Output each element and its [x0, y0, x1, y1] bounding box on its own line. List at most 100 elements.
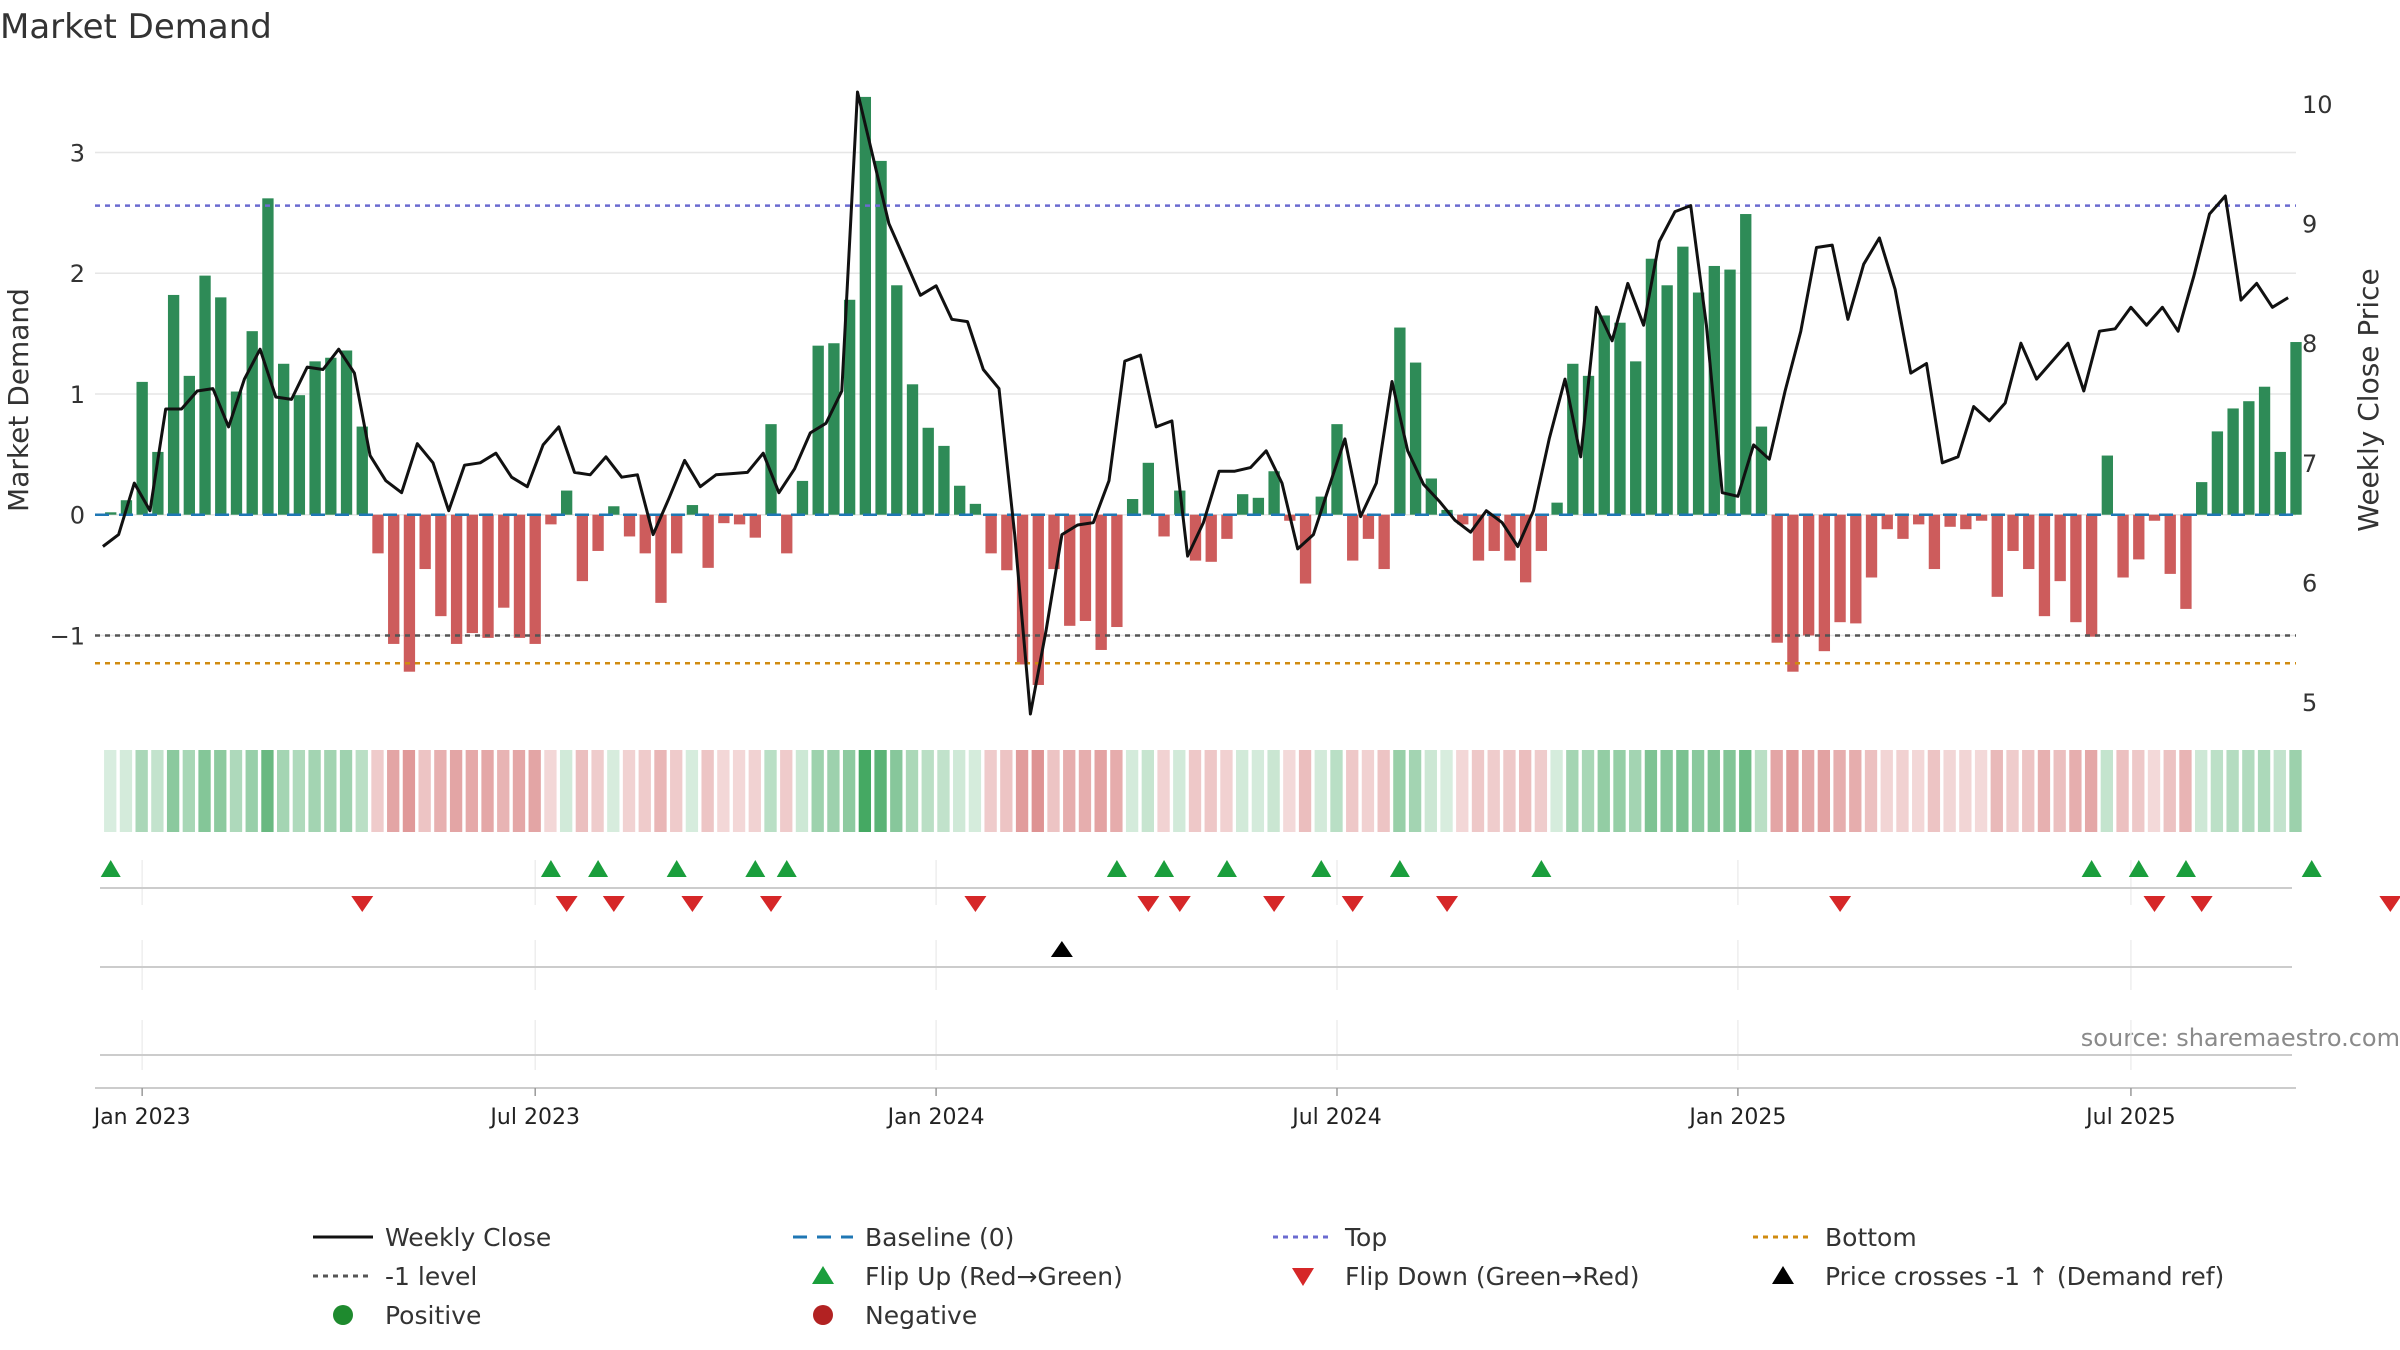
positive-bar [1315, 496, 1327, 515]
heat-cell-positive [1330, 750, 1343, 832]
heat-cell-negative [512, 750, 526, 832]
positive-bar [954, 485, 966, 515]
negative-bar [388, 514, 400, 644]
heat-cell-negative [1817, 750, 1831, 832]
flip-down-marker [1829, 896, 1852, 912]
heat-cell-negative [2163, 750, 2176, 832]
positive-bar [356, 426, 368, 515]
heat-cell-negative [654, 750, 667, 832]
positive-bar [1268, 471, 1280, 515]
negative-bar [2148, 514, 2161, 521]
heat-cell-negative [1063, 750, 1076, 832]
heat-cell-positive [308, 750, 321, 832]
flip-down-marker [1436, 896, 1459, 912]
positive-bar [1567, 363, 1579, 515]
x-tick-label: Jan 2025 [1687, 1105, 1786, 1130]
legend-label: -1 level [385, 1262, 477, 1291]
y2-tick-label: 8 [2302, 330, 2317, 358]
negative-bar [1472, 514, 1485, 561]
negative-bar [1001, 514, 1013, 571]
negative-bar [1158, 514, 1170, 537]
negative-bar [1488, 514, 1500, 551]
negative-bar [733, 514, 746, 525]
flip-down-marker [2190, 896, 2213, 912]
heat-cell-positive [104, 750, 117, 832]
heat-cell-positive [2273, 750, 2286, 832]
negative-bar [2038, 514, 2051, 617]
positive-bar [1630, 361, 1642, 515]
chart-title: Market Demand [0, 7, 272, 47]
heat-cell-negative [1770, 750, 1783, 832]
positive-bar [152, 451, 164, 515]
negative-bar [1991, 514, 2003, 597]
negative-bar [1048, 514, 1060, 570]
positive-bar [1661, 285, 1673, 515]
heat-cell-positive [921, 750, 934, 832]
positive-bar [686, 505, 699, 515]
flip-up-marker [1311, 860, 1332, 877]
positive-bar [1724, 269, 1736, 515]
x-axis-ticks: Jan 2023 Jul 2023 Jan 2024 Jul 2024 Jan 2025… [92, 1088, 2176, 1130]
negative-bar [1032, 514, 1044, 685]
demand-bars [105, 96, 2302, 685]
negative-bar [2164, 514, 2176, 574]
positive-bar [560, 490, 573, 515]
heat-cell-negative [2179, 750, 2192, 832]
heat-cell-negative [1471, 750, 1485, 832]
heat-cell-negative [1801, 750, 1815, 832]
negative-bar [1299, 514, 1312, 584]
positive-bar [1142, 462, 1154, 515]
positive-bar [796, 480, 809, 515]
flip-down-marker [964, 896, 987, 912]
heat-cell-positive [1236, 750, 1249, 832]
positive-bar [938, 445, 950, 515]
negative-bar [718, 514, 730, 524]
negative-bar [2180, 514, 2192, 609]
heat-cell-negative [465, 750, 478, 832]
flip-up-marker [666, 860, 687, 877]
heat-cell-negative [1188, 750, 1202, 832]
negative-bar [2007, 514, 2019, 551]
y-tick-label: 0 [70, 502, 85, 530]
flip-down-marker [351, 896, 374, 912]
positive-bar [2196, 482, 2208, 515]
heat-cell-positive [1141, 750, 1154, 832]
negative-bar [985, 514, 997, 554]
heat-cell-positive [1613, 750, 1626, 832]
legend-label: Price crosses -1 ↑ (Demand ref) [1825, 1262, 2224, 1291]
heat-cell-positive [953, 750, 966, 832]
positive-bar [1598, 315, 1610, 515]
legend-swatch-circle [333, 1305, 353, 1325]
heat-cell-negative [2116, 750, 2129, 832]
flip-up-marker [100, 860, 121, 877]
heat-cell-positive [1173, 750, 1186, 832]
heat-cell-negative [497, 750, 510, 832]
heat-cell-negative [1204, 750, 1217, 832]
heat-cell-negative [1031, 750, 1044, 832]
heat-cell-negative [1361, 750, 1375, 832]
negative-bar [2117, 514, 2129, 578]
negative-bar [781, 514, 793, 554]
positive-bar [167, 294, 180, 515]
negative-bar [592, 514, 604, 551]
flip-down-marker [1341, 896, 1364, 912]
heat-cell-positive [2210, 750, 2224, 832]
negative-bar [545, 514, 557, 525]
heat-cell-negative [1000, 750, 1013, 832]
negative-bar [372, 514, 384, 554]
positive-bar [2274, 451, 2286, 515]
legend-label: Positive [385, 1301, 481, 1330]
flip-down-marker [555, 896, 578, 912]
heat-cell-negative [1786, 750, 1799, 832]
flip-up-marker [2301, 860, 2322, 877]
positive-bar [105, 512, 117, 515]
heat-cell-positive [276, 750, 290, 832]
heat-cell-negative [1015, 750, 1029, 832]
y-tick-label: 1 [70, 381, 85, 409]
heat-cell-negative [1990, 750, 2003, 832]
heat-cell-negative [1078, 750, 1092, 832]
heat-cell-negative [1959, 750, 1972, 832]
positive-bar [1755, 426, 1768, 515]
heat-cell-negative [2069, 750, 2082, 832]
